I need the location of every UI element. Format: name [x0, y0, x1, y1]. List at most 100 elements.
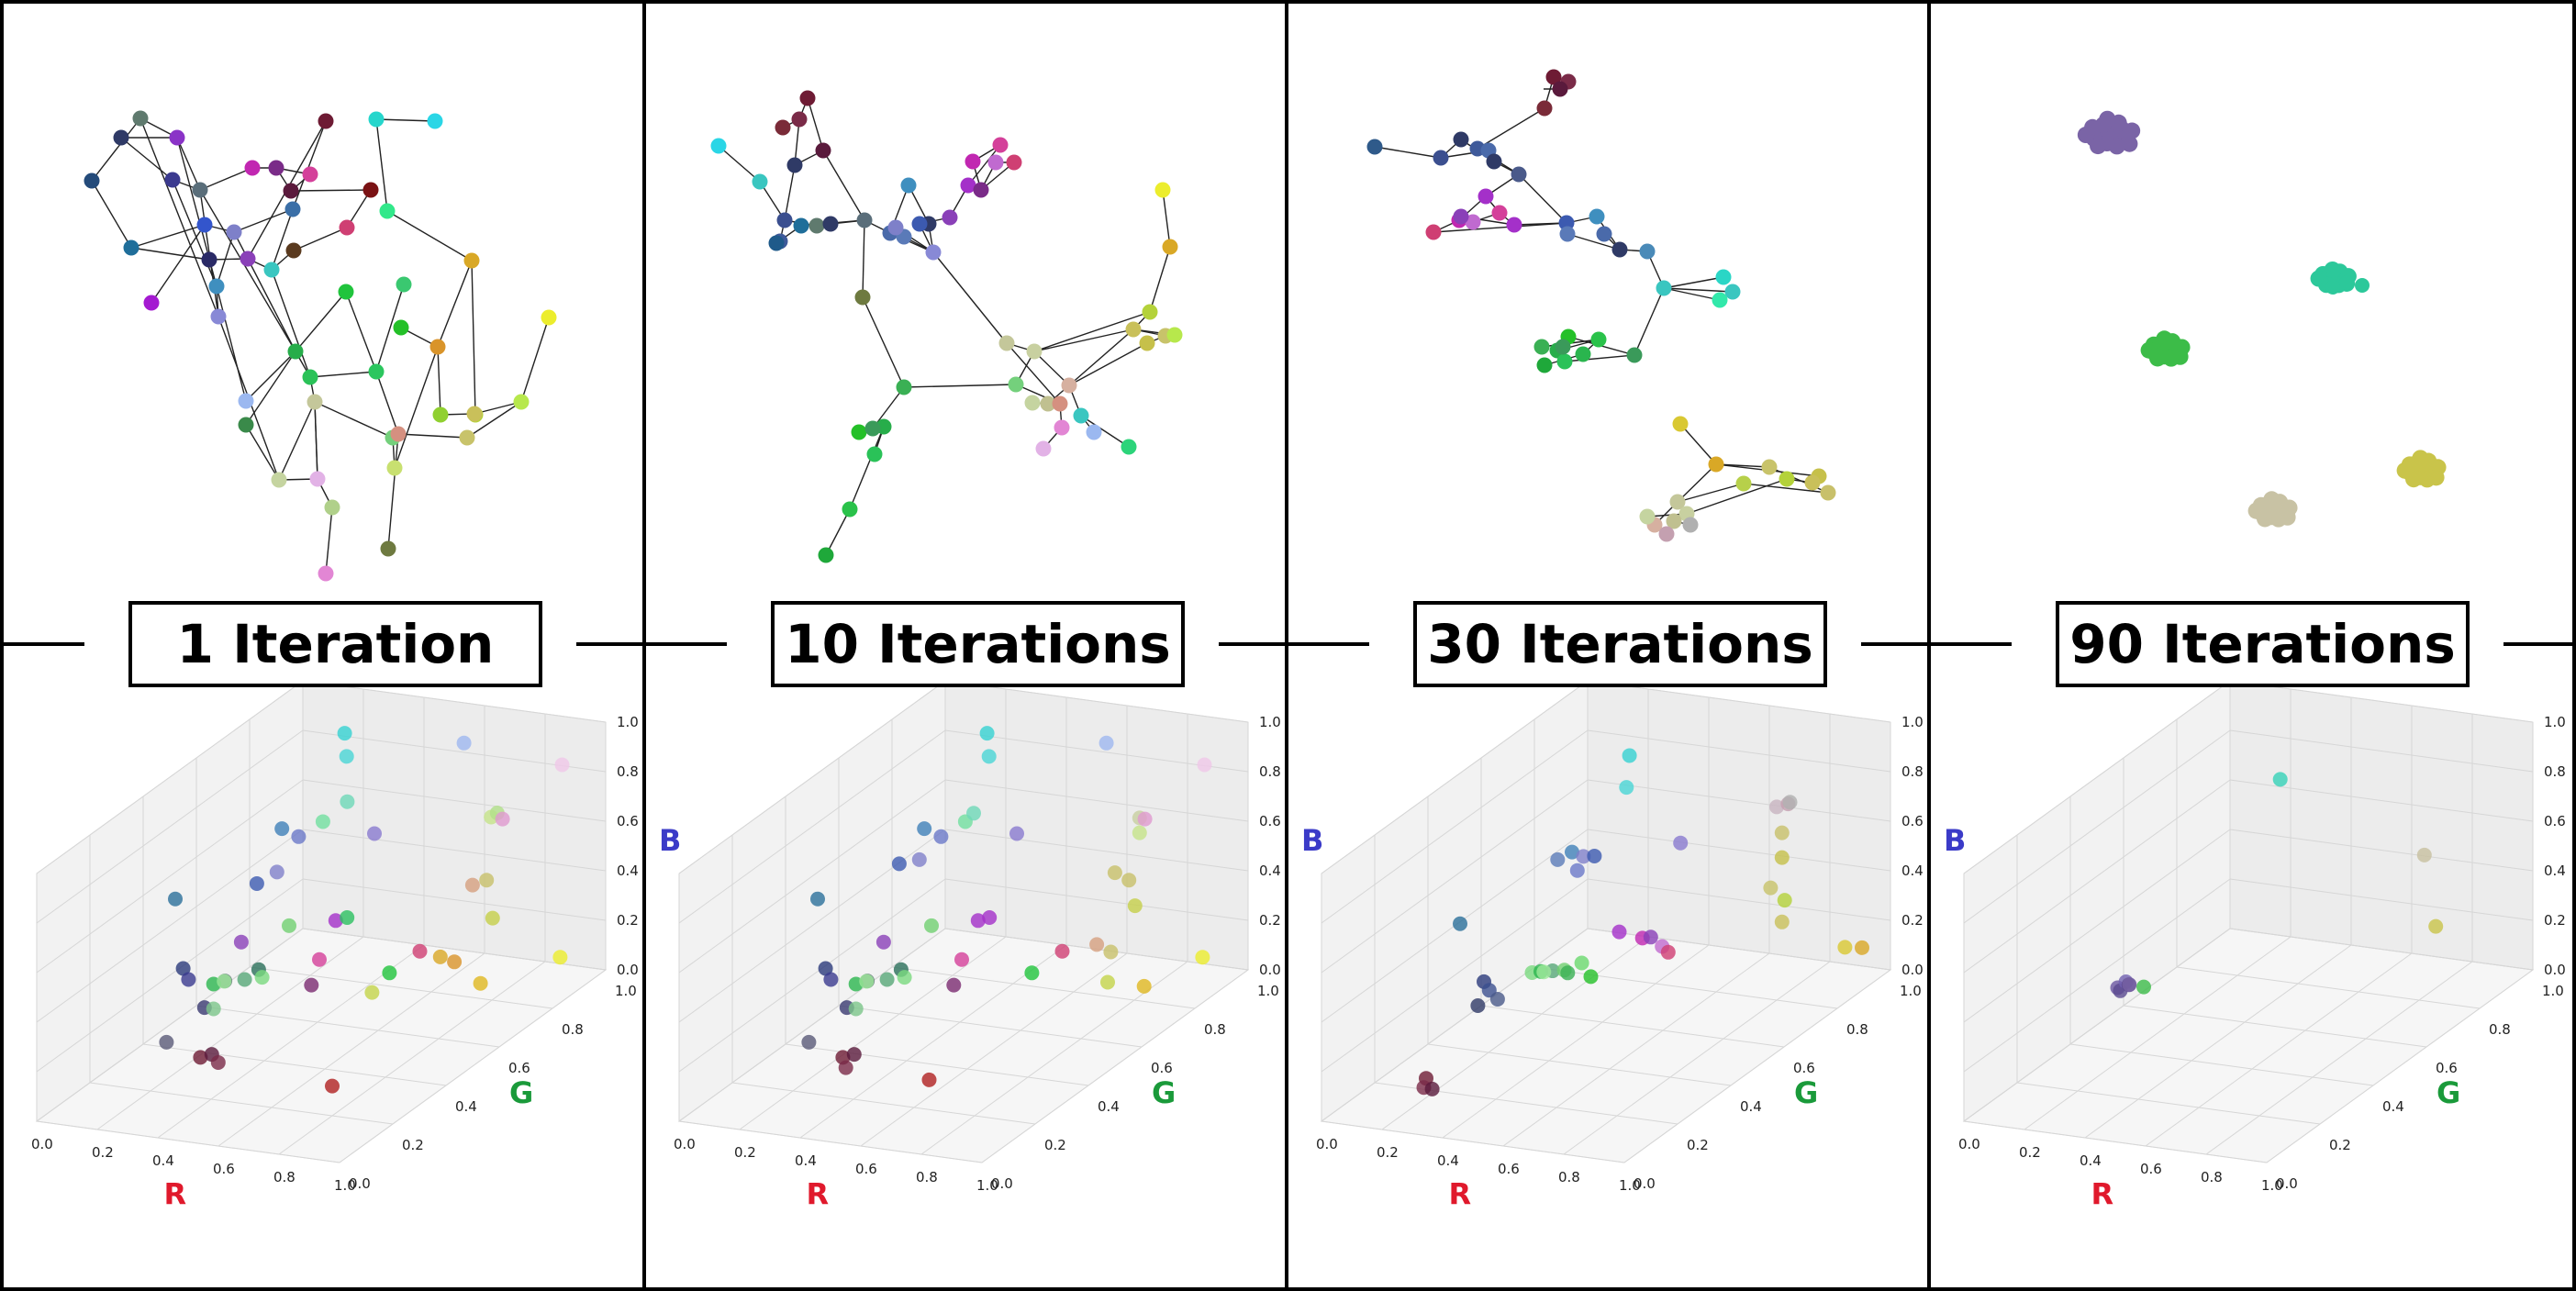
rgb-point — [315, 814, 330, 829]
graph-edge — [309, 371, 377, 378]
graph-node — [960, 177, 976, 194]
rgb-point — [911, 851, 927, 867]
rgb-point — [237, 972, 252, 987]
rgb-point — [848, 1001, 864, 1017]
b-tick-label: 0.0 — [1259, 962, 1281, 978]
rgb-point — [2416, 847, 2432, 863]
graph-node — [1465, 214, 1481, 230]
graph-node — [710, 138, 727, 154]
graph-node — [1026, 343, 1043, 360]
graph-edge — [245, 351, 296, 402]
r-tick-label: 0.4 — [152, 1152, 174, 1169]
g-tick-label: 0.2 — [2329, 1137, 2351, 1153]
graph-node — [226, 224, 242, 240]
graph-edge — [199, 189, 296, 352]
rgb-point — [1574, 955, 1589, 971]
graph-node — [1712, 292, 1728, 308]
graph-node — [1639, 508, 1656, 525]
rgb-point — [879, 972, 895, 987]
graph-node — [1006, 154, 1022, 171]
r-tick-label: 1.0 — [334, 1177, 356, 1194]
graph-node — [1162, 239, 1178, 255]
r-tick-label: 0.0 — [1958, 1136, 1980, 1152]
rgb-point — [917, 821, 932, 837]
graph-node — [866, 446, 883, 462]
rgb-point — [846, 1047, 862, 1063]
graph-edge — [932, 251, 1008, 344]
graph-edge — [471, 260, 476, 416]
graph-node — [815, 142, 831, 159]
b-tick-label: 0.8 — [617, 763, 639, 780]
graph-node — [842, 501, 858, 518]
graph-node — [1658, 526, 1675, 542]
graph-edge — [1162, 189, 1171, 248]
graph-node — [1596, 226, 1612, 242]
graph-edge — [172, 179, 217, 287]
r-tick-label: 0.2 — [92, 1144, 114, 1161]
graph-edge — [245, 351, 296, 426]
graph-edge — [397, 433, 468, 439]
graph-node — [393, 319, 409, 336]
rgb-point — [1837, 940, 1853, 955]
iteration-label-1: 1 Iteration — [128, 601, 542, 687]
rgb-point — [982, 910, 998, 925]
rgb-scatter-3d-panel-3: 0.0 0.2 0.4 0.6 0.8 1.00.00.20.40.60.81.00.00… — [1316, 680, 1966, 1211]
rgb-point — [1054, 943, 1070, 959]
graph-edge — [216, 285, 247, 402]
b-tick-label: 0.4 — [1901, 863, 1924, 879]
graph-node — [1040, 395, 1056, 412]
graph-node — [911, 216, 928, 232]
graph-node — [396, 276, 412, 293]
graph-node — [390, 426, 407, 442]
graph-node — [338, 284, 354, 300]
graph-edge — [825, 508, 851, 556]
g-tick-label: 0.6 — [2436, 1060, 2458, 1076]
graph-node — [1433, 150, 1449, 166]
graph-node — [1559, 226, 1576, 242]
rgb-point — [1777, 893, 1792, 908]
graph-edge — [1068, 328, 1134, 386]
rgb-point — [1136, 978, 1152, 994]
rgb-point — [875, 934, 891, 950]
graph-node — [1086, 424, 1102, 440]
graph-node — [1491, 205, 1508, 221]
graph-node — [268, 160, 284, 176]
graph-node — [1715, 269, 1732, 285]
graph-node — [271, 472, 287, 488]
rgb-point — [159, 1034, 174, 1050]
graph-edge — [199, 167, 253, 191]
graph-edge — [903, 384, 1017, 388]
rgb-point — [495, 811, 510, 827]
graph-node — [1682, 517, 1699, 533]
r-tick-label: 0.8 — [2201, 1169, 2223, 1185]
g-axis-label: G — [2437, 1075, 2460, 1110]
g-tick-label: 0.0 — [991, 1175, 1013, 1192]
graph-edge — [849, 426, 885, 510]
graph-node — [1054, 419, 1070, 436]
rgb-point — [269, 864, 284, 880]
graph-node — [775, 119, 791, 136]
rgb-point — [1009, 826, 1024, 841]
b-tick-label: 0.0 — [1901, 962, 1924, 978]
graph-edge — [176, 137, 201, 191]
b-tick-label: 1.0 — [617, 714, 639, 730]
graph-edge — [375, 118, 436, 122]
rgb-point — [552, 950, 568, 965]
r-tick-label: 0.4 — [795, 1152, 817, 1169]
g-axis-label: G — [1152, 1075, 1176, 1110]
rgb-point — [1121, 873, 1137, 888]
rgb-point — [1587, 848, 1602, 863]
graph-node — [1639, 243, 1656, 260]
rgb-point — [210, 1054, 226, 1070]
g-tick-label: 0.4 — [1098, 1098, 1120, 1115]
graph-node — [799, 90, 816, 106]
r-tick-label: 0.0 — [1316, 1136, 1338, 1152]
graph-edge — [271, 269, 311, 378]
graph-node — [1804, 474, 1821, 491]
rgb-point — [181, 972, 196, 987]
graph-node — [791, 111, 808, 128]
graph-node — [132, 110, 149, 127]
graph-edge — [375, 118, 388, 212]
rgb-point — [325, 1078, 340, 1094]
b-tick-label: 0.8 — [1259, 763, 1281, 780]
